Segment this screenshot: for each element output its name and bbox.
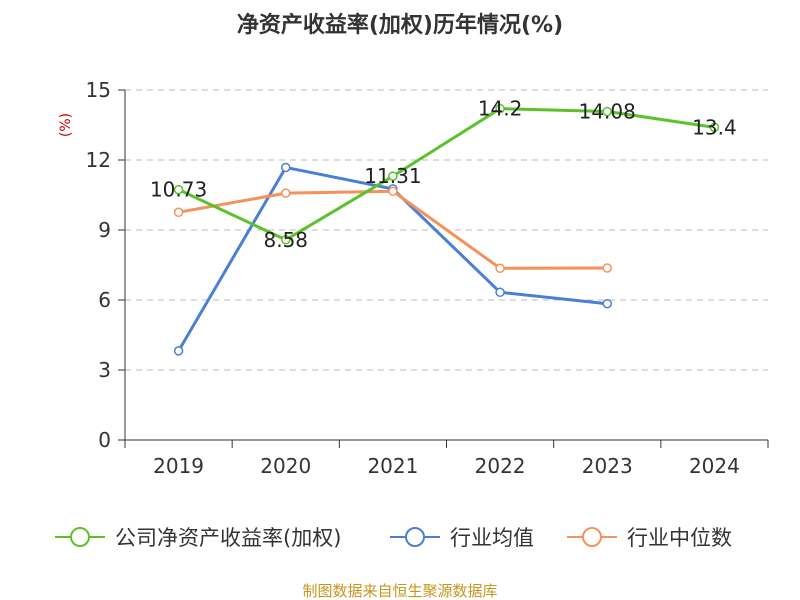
data-label-2024: 13.4 xyxy=(692,115,737,139)
x-tick-label-2023: 2023 xyxy=(582,454,633,478)
legend-marker-0 xyxy=(70,527,90,547)
data-point-2-2020 xyxy=(281,188,291,198)
legend-marker-1 xyxy=(405,527,425,547)
x-tick-label-2022: 2022 xyxy=(475,454,526,478)
legend-marker-2 xyxy=(582,527,602,547)
y-tick-label: 9 xyxy=(98,218,111,242)
data-label-2021: 11.31 xyxy=(364,164,421,188)
data-point-1-2019 xyxy=(173,346,184,356)
data-label-2023: 14.08 xyxy=(579,99,636,123)
data-point-0-2020 xyxy=(281,235,291,245)
y-tick-label: 6 xyxy=(98,288,111,312)
legend-label-2: 行业中位数 xyxy=(627,526,732,550)
data-point-1-2023 xyxy=(602,298,612,309)
x-tick-label-2019: 2019 xyxy=(153,454,204,478)
chart-title: 净资产收益率(加权)历年情况(%) xyxy=(237,12,563,38)
data-source-note: 制图数据来自恒生聚源数据库 xyxy=(302,582,497,600)
x-tick-label-2024: 2024 xyxy=(689,454,740,478)
data-label-2022: 14.2 xyxy=(478,97,523,121)
legend-label-0: 公司净资产收益率(加权) xyxy=(115,526,341,550)
y-tick-label: 15 xyxy=(86,78,111,102)
data-point-2-2022 xyxy=(495,263,505,274)
data-label-2020: 8.58 xyxy=(263,228,308,252)
y-tick-label: 0 xyxy=(98,428,111,452)
legend-label-1: 行业均值 xyxy=(450,526,534,550)
data-label-2019: 10.73 xyxy=(150,178,207,202)
data-point-0-2021 xyxy=(388,171,398,181)
x-tick-label-2021: 2021 xyxy=(367,454,418,478)
series-line-0 xyxy=(177,107,715,242)
data-point-1-2020 xyxy=(281,162,291,173)
data-point-2-2021 xyxy=(388,186,398,197)
data-point-0-2024 xyxy=(709,122,720,133)
data-point-2-2023 xyxy=(602,263,612,273)
y-tick-label: 12 xyxy=(86,148,111,172)
y-axis-unit: (%) xyxy=(58,113,74,137)
x-tick-label-2020: 2020 xyxy=(260,454,311,478)
data-point-0-2022 xyxy=(495,103,505,114)
data-point-0-2019 xyxy=(173,184,184,195)
data-point-0-2023 xyxy=(602,106,612,117)
y-tick-label: 3 xyxy=(98,358,111,382)
data-point-1-2022 xyxy=(495,287,505,298)
data-point-2-2019 xyxy=(173,207,184,218)
